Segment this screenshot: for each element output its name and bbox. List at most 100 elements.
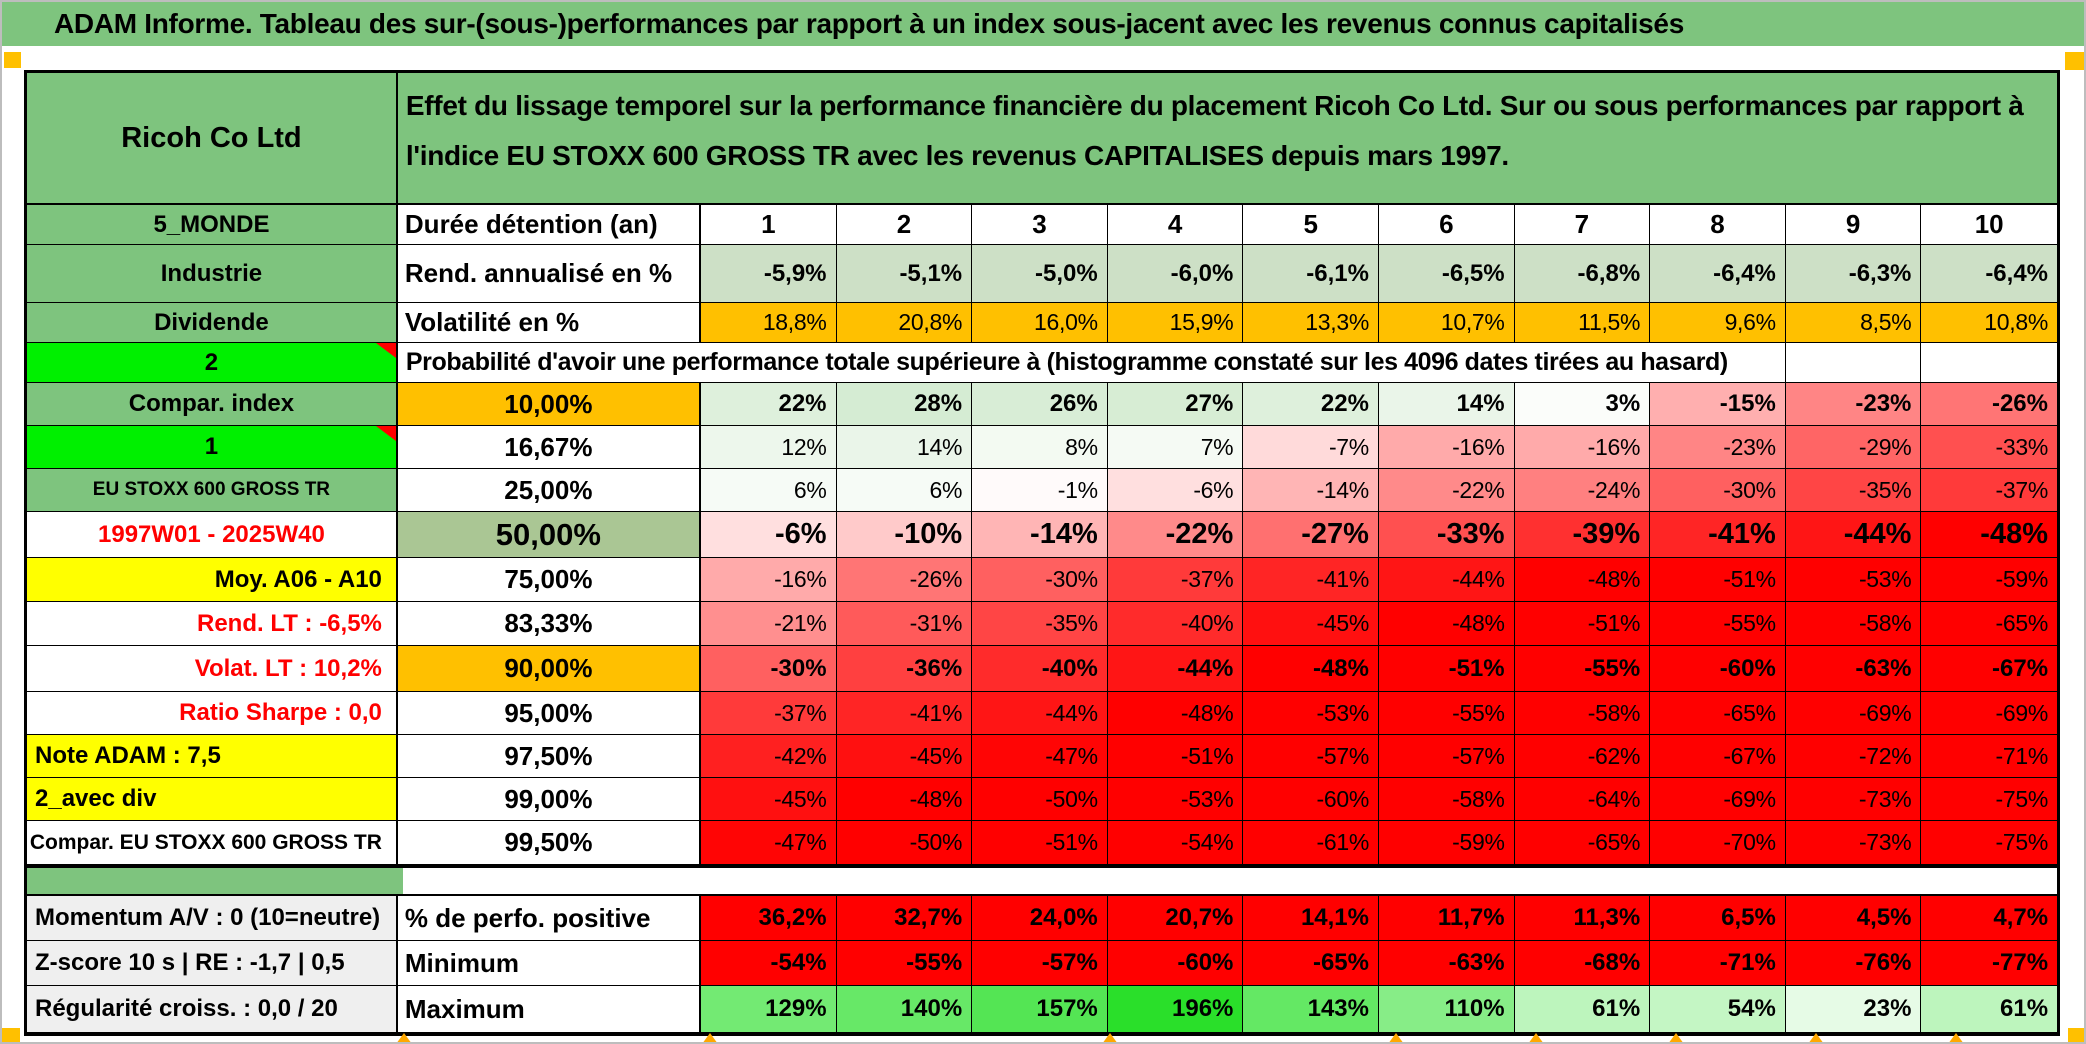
data-cell[interactable]: -33% xyxy=(1921,426,2057,468)
row-label[interactable]: Ratio Sharpe : 0,0 xyxy=(27,692,398,734)
data-cell[interactable]: -16% xyxy=(1378,426,1515,468)
data-cell[interactable]: 129% xyxy=(700,986,837,1032)
data-cell[interactable]: -6,8% xyxy=(1514,245,1651,302)
column-header-cell[interactable]: 4 xyxy=(1107,205,1244,244)
column-header-cell[interactable]: 6 xyxy=(1379,205,1515,244)
data-cell[interactable]: -71% xyxy=(1921,735,2058,777)
row-measure[interactable]: Minimum xyxy=(397,941,701,985)
data-cell[interactable]: 143% xyxy=(1243,986,1379,1032)
row-label[interactable]: 2_avec div xyxy=(27,778,398,820)
empty-cell[interactable] xyxy=(1921,343,2057,382)
data-cell[interactable]: 11,5% xyxy=(1514,303,1651,342)
data-cell[interactable]: -70% xyxy=(1650,821,1786,864)
row-label[interactable]: Régularité croiss. : 0,0 / 20 xyxy=(27,986,398,1032)
data-cell[interactable]: 15,9% xyxy=(1107,303,1244,342)
data-cell[interactable]: -44% xyxy=(1785,512,1922,557)
data-cell[interactable]: 10,8% xyxy=(1921,303,2058,342)
data-cell[interactable]: -65% xyxy=(1921,602,2058,645)
data-cell[interactable]: -23% xyxy=(1650,426,1786,468)
data-cell[interactable]: -29% xyxy=(1785,426,1922,468)
row-label[interactable]: Compar. EU STOXX 600 GROSS TR xyxy=(27,821,398,864)
data-cell[interactable]: 16,0% xyxy=(972,303,1108,342)
data-cell[interactable]: -44% xyxy=(972,692,1108,734)
data-cell[interactable]: -22% xyxy=(1378,469,1515,511)
data-cell[interactable]: -6,0% xyxy=(1107,245,1244,302)
data-cell[interactable]: -51% xyxy=(1107,735,1244,777)
row-measure[interactable]: % de perfo. positive xyxy=(397,896,701,940)
column-header-cell[interactable]: 7 xyxy=(1514,205,1651,244)
data-cell[interactable]: -53% xyxy=(1785,558,1922,601)
row-label[interactable]: Volat. LT : 10,2% xyxy=(27,646,398,691)
data-cell[interactable]: -41% xyxy=(1650,512,1786,557)
data-cell[interactable]: 4,7% xyxy=(1921,896,2058,940)
row-label[interactable]: Moy. A06 - A10 xyxy=(27,558,398,601)
data-cell[interactable]: 157% xyxy=(972,986,1108,1032)
data-cell[interactable]: -67% xyxy=(1650,735,1786,777)
data-cell[interactable]: -41% xyxy=(1243,558,1379,601)
column-header-cell[interactable]: 8 xyxy=(1650,205,1786,244)
company-name-cell[interactable]: Ricoh Co Ltd xyxy=(27,73,398,203)
row-label[interactable]: Industrie xyxy=(27,245,398,302)
column-header-cell[interactable]: 9 xyxy=(1785,205,1922,244)
data-cell[interactable]: -30% xyxy=(1650,469,1786,511)
row-measure[interactable]: 10,00% xyxy=(397,383,701,425)
row-label[interactable]: 1997W01 - 2025W40 xyxy=(27,512,398,557)
row-measure[interactable]: 99,00% xyxy=(397,778,701,820)
data-cell[interactable]: 36,2% xyxy=(700,896,837,940)
data-cell[interactable]: -65% xyxy=(1650,692,1786,734)
data-cell[interactable]: -40% xyxy=(972,646,1108,691)
data-cell[interactable]: -40% xyxy=(1107,602,1244,645)
data-cell[interactable]: -59% xyxy=(1379,821,1515,864)
data-cell[interactable]: -77% xyxy=(1921,941,2058,985)
data-cell[interactable]: -37% xyxy=(1107,558,1244,601)
data-cell[interactable]: -69% xyxy=(1785,692,1922,734)
data-cell[interactable]: -22% xyxy=(1107,512,1244,557)
data-cell[interactable]: 54% xyxy=(1650,986,1786,1032)
data-cell[interactable]: -69% xyxy=(1650,778,1786,820)
data-cell[interactable]: 20,8% xyxy=(836,303,973,342)
data-cell[interactable]: -39% xyxy=(1514,512,1651,557)
data-cell[interactable]: -54% xyxy=(700,941,837,985)
data-cell[interactable]: -30% xyxy=(972,558,1108,601)
row-label[interactable]: Z-score 10 s | RE : -1,7 | 0,5 xyxy=(27,941,398,985)
row-label[interactable]: EU STOXX 600 GROSS TR xyxy=(27,469,398,511)
data-cell[interactable]: -45% xyxy=(836,735,973,777)
row-label[interactable]: 1 xyxy=(27,426,398,468)
data-cell[interactable]: -55% xyxy=(1650,602,1786,645)
data-cell[interactable]: 11,7% xyxy=(1379,896,1515,940)
data-cell[interactable]: -63% xyxy=(1785,646,1922,691)
data-cell[interactable]: -10% xyxy=(836,512,973,557)
data-cell[interactable]: -23% xyxy=(1785,383,1922,425)
data-cell[interactable]: 18,8% xyxy=(700,303,837,342)
data-cell[interactable]: 27% xyxy=(1107,383,1244,425)
data-cell[interactable]: -57% xyxy=(1243,735,1379,777)
data-cell[interactable]: 24,0% xyxy=(972,896,1108,940)
data-cell[interactable]: -73% xyxy=(1785,778,1922,820)
row-measure[interactable]: Rend. annualisé en % xyxy=(397,245,701,302)
data-cell[interactable]: 6,5% xyxy=(1650,896,1786,940)
data-cell[interactable]: 61% xyxy=(1514,986,1651,1032)
row-measure[interactable]: Maximum xyxy=(397,986,701,1032)
data-cell[interactable]: -57% xyxy=(1378,735,1515,777)
data-cell[interactable]: 20,7% xyxy=(1107,896,1244,940)
row-label[interactable]: 5_MONDE xyxy=(27,205,398,244)
data-cell[interactable]: -50% xyxy=(972,778,1108,820)
data-cell[interactable]: 23% xyxy=(1785,986,1922,1032)
data-cell[interactable]: -75% xyxy=(1921,778,2058,820)
data-cell[interactable]: -5,0% xyxy=(972,245,1108,302)
data-cell[interactable]: 14% xyxy=(836,426,973,468)
data-cell[interactable]: 12% xyxy=(700,426,837,468)
row-measure[interactable]: 75,00% xyxy=(397,558,701,601)
data-cell[interactable]: -6,1% xyxy=(1243,245,1379,302)
data-cell[interactable]: 32,7% xyxy=(836,896,973,940)
data-cell[interactable]: -33% xyxy=(1378,512,1515,557)
data-cell[interactable]: -51% xyxy=(1379,646,1515,691)
data-cell[interactable]: -6% xyxy=(1107,469,1244,511)
data-cell[interactable]: -6,5% xyxy=(1378,245,1515,302)
data-cell[interactable]: 7% xyxy=(1107,426,1244,468)
data-cell[interactable]: -6,3% xyxy=(1785,245,1922,302)
data-cell[interactable]: -58% xyxy=(1785,602,1922,645)
data-cell[interactable]: -48% xyxy=(1921,512,2057,557)
data-cell[interactable]: 22% xyxy=(1243,383,1379,425)
data-cell[interactable]: 6% xyxy=(700,469,837,511)
